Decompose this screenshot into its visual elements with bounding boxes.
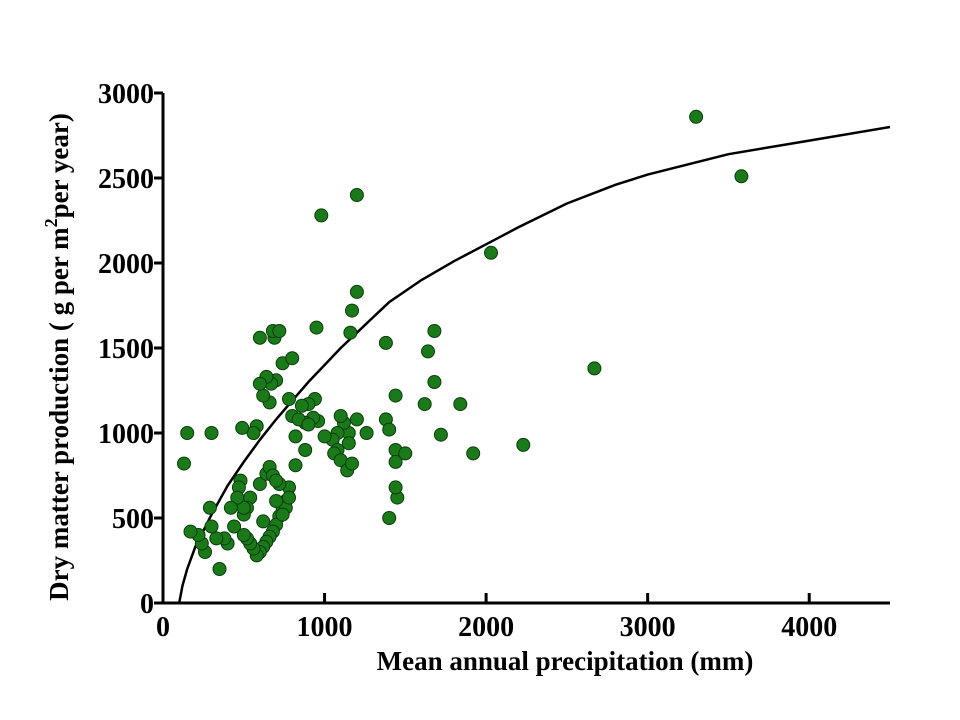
data-point [183,524,198,539]
y-axis-title-superscript: 2 [41,218,61,227]
x-tick-label: 4000 [781,612,837,643]
data-point [343,325,358,340]
x-tick-label: 0 [156,612,170,643]
data-point [256,514,271,529]
data-point [204,519,219,534]
data-point [427,324,442,338]
data-point [421,344,435,359]
x-axis-title: Mean annual precipitation (mm) [377,646,754,676]
data-point [689,109,704,124]
y-axis-title: Dry matter production ( g per m2per year… [41,113,74,601]
data-point [378,335,393,350]
data-point [453,397,468,412]
data-point [269,494,284,508]
data-point [587,361,602,376]
y-tick-label: 2000 [98,249,154,280]
data-point [282,392,296,406]
data-point [301,417,316,432]
data-point [309,320,324,335]
data-point [466,446,481,461]
data-point [223,500,238,515]
data-point [282,490,296,505]
data-point [294,398,309,413]
data-point [246,426,261,440]
data-point [252,477,267,491]
x-tick-label: 2000 [458,612,514,643]
data-point [252,376,267,391]
data-point [202,500,217,515]
data-point [349,412,364,427]
data-point [204,426,219,440]
data-point [298,443,313,457]
data-point [256,388,271,403]
data-point [382,511,397,525]
data-point [417,397,432,412]
y-axis-title-main: Dry matter production ( g per m [44,227,74,601]
data-point [345,456,359,471]
data-point [734,169,749,184]
ticks: 0 500 1000 1500 2000 2500 3000 0 1000 2000 3000 400… [98,79,837,643]
data-point [398,446,413,461]
data-point [382,422,397,437]
data-point [359,426,374,440]
data-point [235,420,250,435]
data-point [288,458,303,473]
data-point [427,375,442,389]
data-points [177,109,749,576]
y-tick-label: 500 [112,504,154,535]
data-point [433,427,448,442]
y-tick-label: 2500 [98,164,154,195]
data-point [275,507,290,522]
y-tick-label: 0 [140,589,154,620]
data-point [227,519,242,534]
data-point [349,284,364,299]
data-point [285,351,300,366]
data-point [236,528,251,542]
data-point [345,303,359,318]
data-point [349,188,364,202]
data-point [212,562,227,576]
data-point [388,454,403,469]
data-point [252,330,267,345]
data-point [484,245,498,260]
x-tick-label: 1000 [297,612,353,643]
data-point [516,437,531,452]
data-point [388,480,403,495]
data-point [333,409,348,423]
data-point [230,490,245,505]
y-tick-label: 3000 [98,79,154,110]
data-point [177,456,191,471]
data-point [180,426,195,440]
data-point [288,429,303,444]
y-axis-title-rest: per year) [44,113,74,218]
data-point [317,429,332,444]
data-point [209,531,224,546]
data-point [269,473,284,488]
y-tick-label: 1000 [98,419,154,450]
data-point [314,208,329,223]
data-point [341,436,356,451]
y-tick-label: 1500 [98,334,154,365]
x-tick-label: 3000 [620,612,676,643]
data-point [388,388,403,403]
data-point [272,324,287,338]
